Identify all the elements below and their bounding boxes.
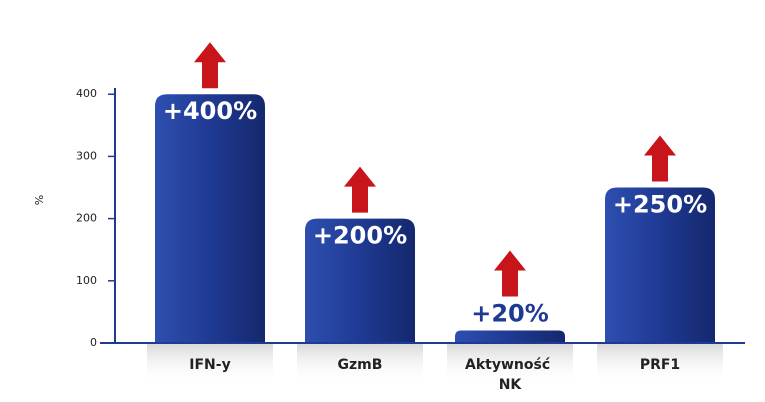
up-arrow — [644, 135, 676, 182]
label-shade — [447, 343, 573, 385]
y-tick-label: 400 — [76, 87, 97, 100]
up-arrow — [494, 250, 526, 297]
x-tick-label-line: Aktywność — [465, 357, 555, 373]
y-tick-label: 300 — [76, 149, 97, 162]
x-tick-label-line: NK — [499, 377, 523, 393]
x-tick-label: IFN-y — [189, 357, 230, 373]
label-shade — [297, 343, 423, 385]
y-tick-label: 0 — [90, 336, 97, 349]
value-label: +200% — [313, 222, 407, 250]
bar — [155, 94, 265, 343]
y-axis-label: % — [33, 195, 46, 205]
value-label: +250% — [613, 191, 707, 219]
bar — [455, 330, 565, 343]
up-arrow — [344, 166, 376, 213]
y-tick-label: 200 — [76, 212, 97, 225]
bar — [305, 218, 415, 343]
label-shade — [147, 343, 273, 385]
value-label: +400% — [163, 97, 257, 125]
x-tick-label: Aktywność NK — [465, 357, 555, 393]
y-tick-label: 100 — [76, 274, 97, 287]
bar — [605, 187, 715, 343]
label-shade — [597, 343, 723, 385]
up-arrow — [194, 42, 226, 89]
x-tick-label: GzmB — [338, 357, 383, 373]
x-tick-label: PRF1 — [640, 357, 680, 373]
value-label: +20% — [471, 300, 549, 328]
